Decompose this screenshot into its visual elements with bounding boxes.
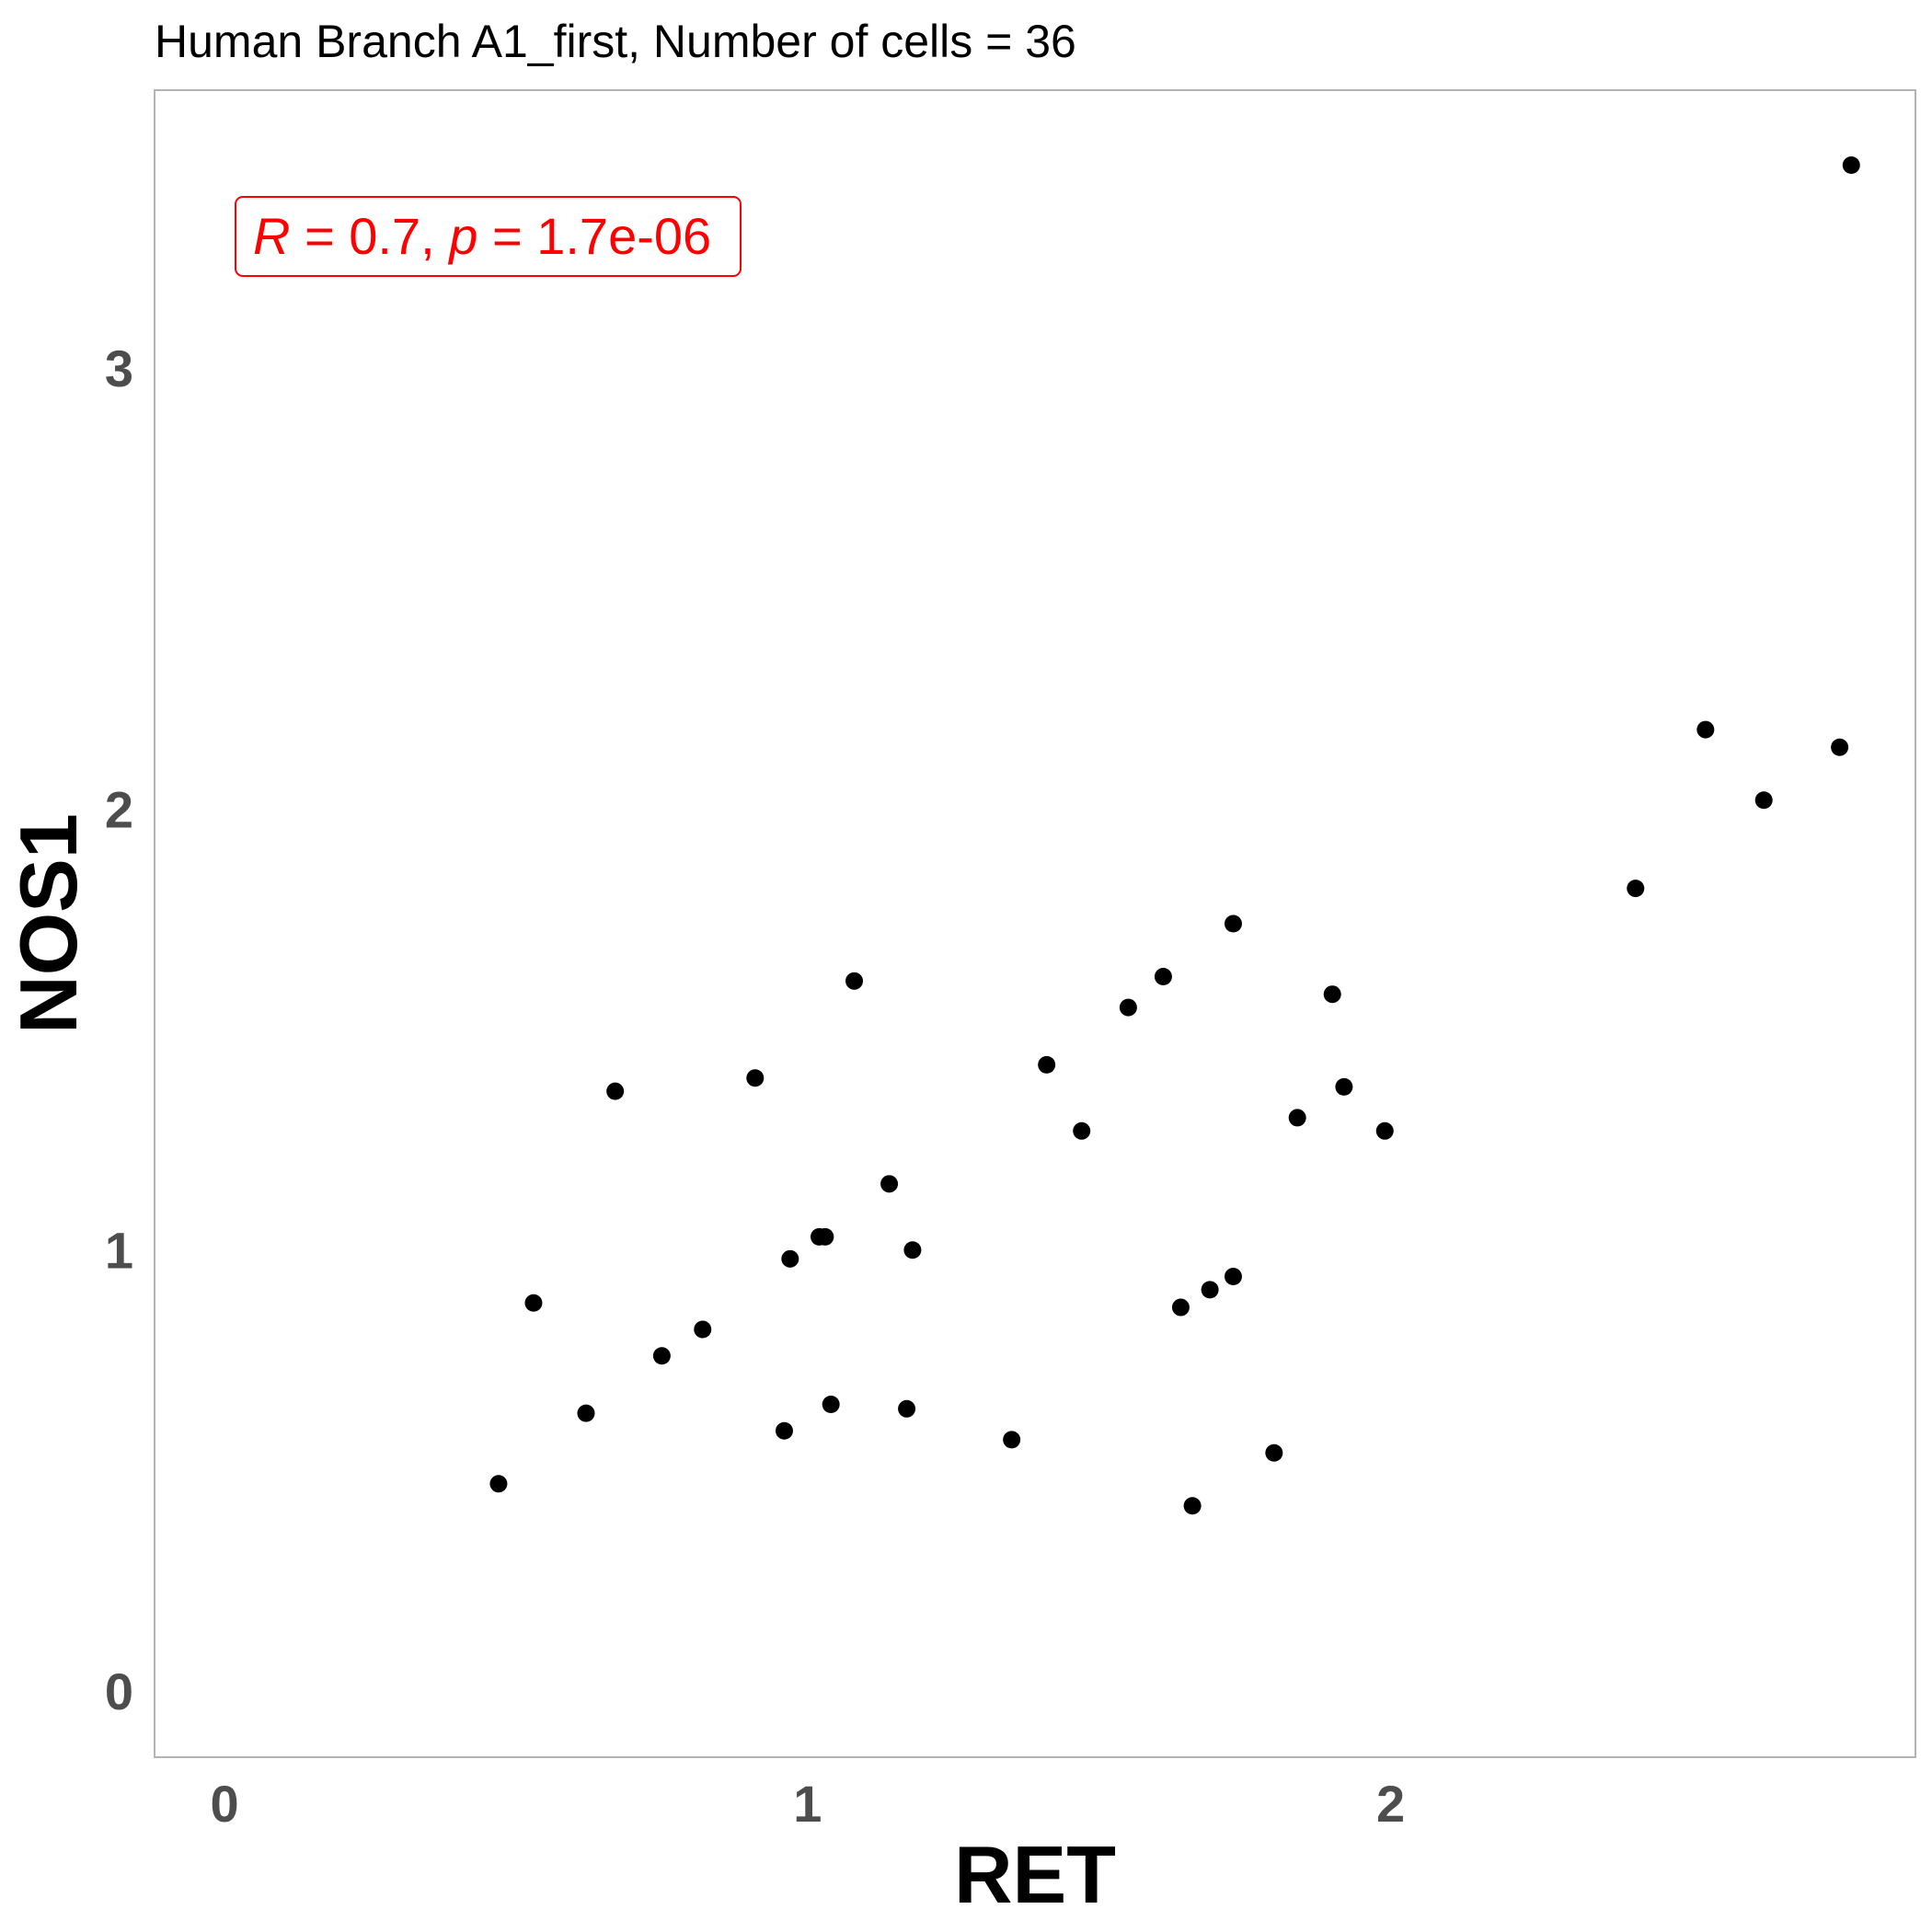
scatter-point	[489, 1475, 508, 1493]
scatter-point	[903, 1241, 922, 1259]
scatter-point	[898, 1399, 916, 1418]
scatter-point	[781, 1249, 799, 1268]
y-tick-label: 2	[105, 780, 133, 838]
scatter-point	[1288, 1109, 1306, 1127]
scatter-point	[775, 1421, 793, 1440]
x-tick-label: 0	[210, 1775, 238, 1833]
p-value: = 1.7e-06	[477, 207, 711, 265]
scatter-point	[524, 1294, 543, 1312]
scatter-point	[1375, 1121, 1394, 1140]
chart-title: Human Branch A1_first, Number of cells =…	[155, 16, 1076, 67]
scatter-point	[1073, 1121, 1091, 1140]
scatter-point	[746, 1069, 765, 1087]
y-tick-label: 3	[105, 339, 133, 397]
scatter-point	[1119, 998, 1137, 1017]
p-label: p	[447, 207, 477, 265]
scatter-point	[1224, 914, 1242, 933]
scatter-point	[816, 1227, 834, 1246]
annotation-text: R = 0.7, p = 1.7e-06	[253, 207, 711, 265]
scatter-point	[1754, 791, 1773, 810]
plot-panel	[154, 89, 1916, 1758]
scatter-point	[845, 972, 864, 990]
x-axis-title: RET	[954, 1829, 1116, 1920]
scatter-point	[1224, 1267, 1242, 1285]
scatter-point	[1038, 1055, 1056, 1074]
scatter-point	[1627, 880, 1645, 898]
x-tick-label: 1	[793, 1775, 822, 1833]
y-axis-title: NOS1	[3, 813, 94, 1034]
scatter-point	[652, 1347, 671, 1365]
r-label: R	[253, 207, 290, 265]
scatter-point	[1003, 1431, 1021, 1449]
y-tick-label: 1	[105, 1222, 133, 1280]
y-axis-ticks: 0 1 2 3	[105, 339, 133, 1720]
scatter-point	[1154, 968, 1172, 986]
scatter-point	[577, 1404, 595, 1422]
x-tick-label: 2	[1376, 1775, 1405, 1833]
scatter-point	[1842, 155, 1860, 174]
correlation-annotation: R = 0.7, p = 1.7e-06	[235, 196, 742, 277]
r-value: = 0.7,	[290, 207, 449, 265]
scatter-point	[1171, 1298, 1190, 1317]
y-tick-label: 0	[105, 1662, 133, 1720]
scatter-point	[1323, 985, 1341, 1004]
scatter-point	[822, 1396, 840, 1414]
data-points	[489, 155, 1860, 1515]
scatter-point	[1265, 1443, 1283, 1462]
scatter-point	[1335, 1077, 1353, 1096]
annotation-box	[235, 196, 742, 277]
x-axis-ticks: 0 1 2	[210, 1775, 1405, 1833]
scatter-point	[1831, 738, 1849, 756]
scatter-point	[1201, 1281, 1219, 1299]
scatter-point	[606, 1082, 625, 1100]
scatter-point	[880, 1175, 899, 1193]
scatter-point	[694, 1320, 712, 1339]
scatter-point	[1696, 720, 1715, 739]
scatter-point	[1183, 1497, 1202, 1515]
